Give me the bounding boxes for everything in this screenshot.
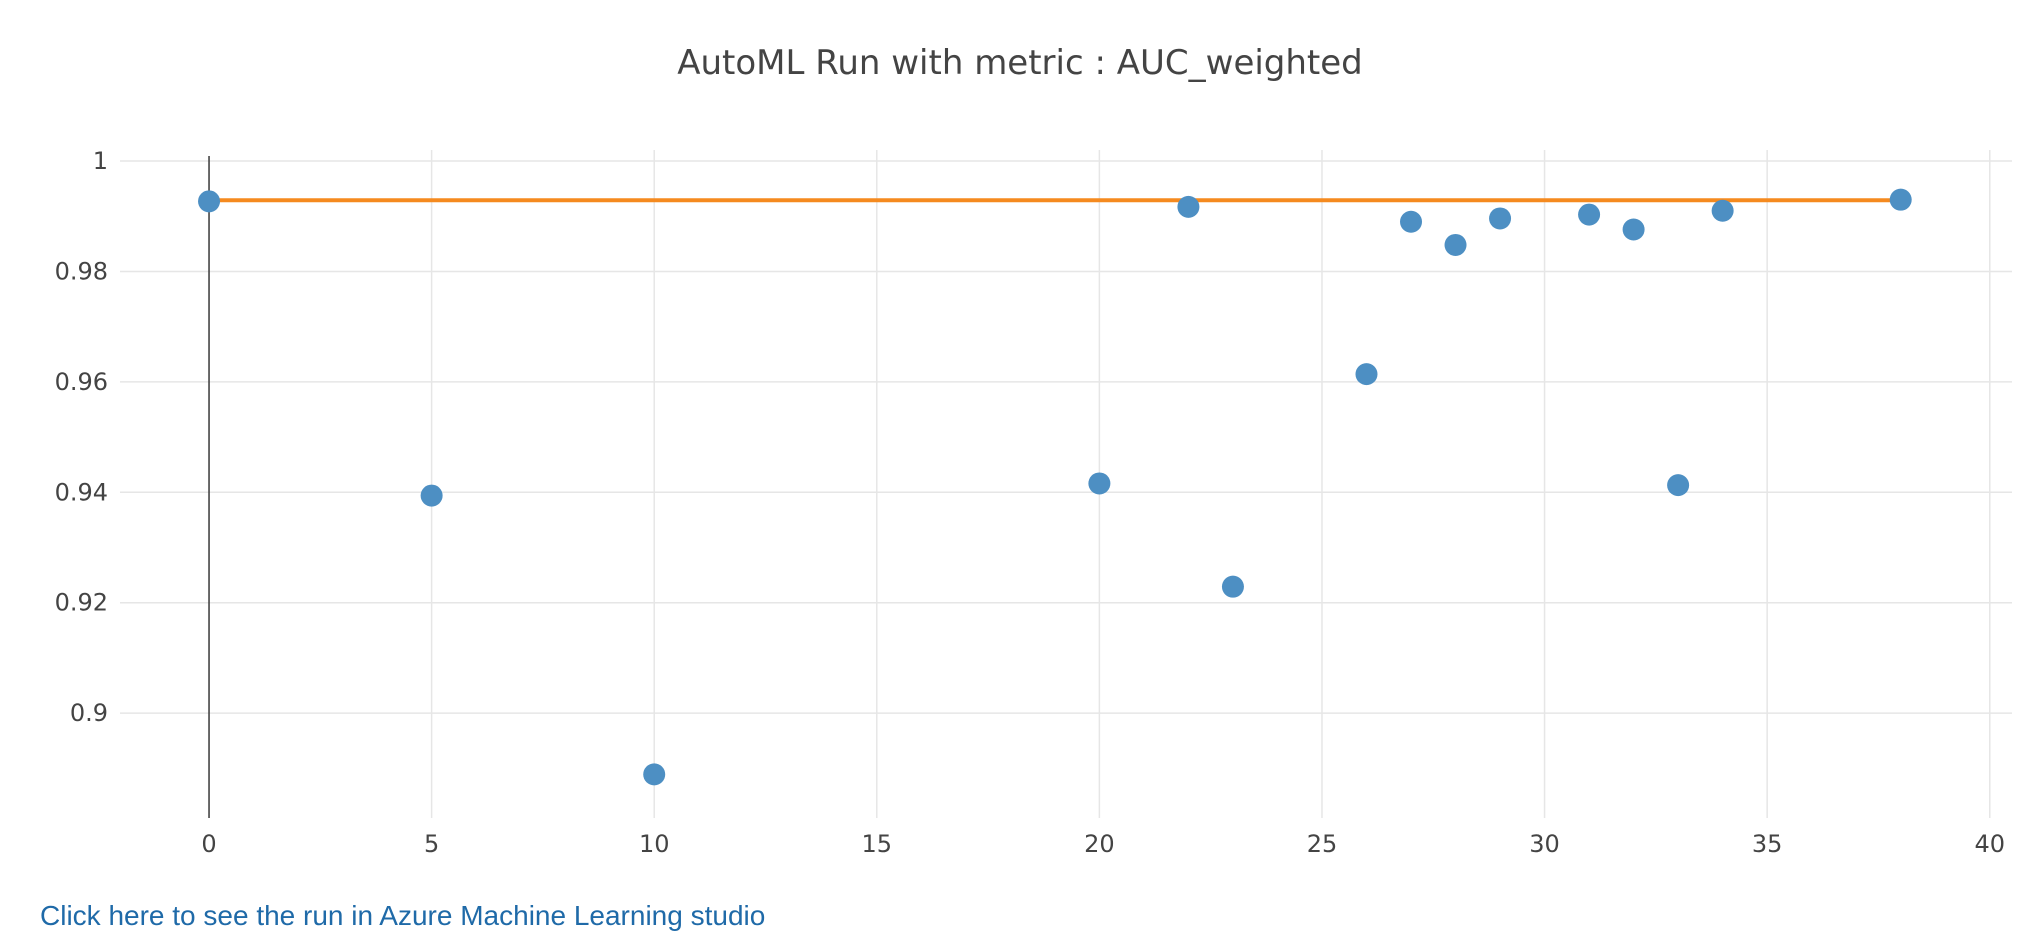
run-point[interactable] (1221, 575, 1244, 598)
run-point[interactable] (1622, 218, 1645, 241)
run-point[interactable] (1088, 472, 1111, 495)
x-tick-label: 20 (1084, 830, 1115, 858)
run-point[interactable] (198, 190, 221, 213)
azure-ml-studio-link[interactable]: Click here to see the run in Azure Machi… (40, 900, 766, 931)
run-point[interactable] (1444, 233, 1467, 256)
x-tick-label: 35 (1752, 830, 1783, 858)
y-tick-label: 0.94 (55, 478, 108, 506)
run-point[interactable] (1400, 210, 1423, 233)
point-layer (198, 188, 1912, 786)
x-tick-label: 0 (201, 830, 216, 858)
run-point[interactable] (1177, 195, 1200, 218)
y-tick-label: 0.98 (55, 257, 108, 285)
y-tick-label: 0.96 (55, 368, 108, 396)
run-point[interactable] (643, 763, 666, 786)
run-point[interactable] (1711, 199, 1734, 222)
run-point[interactable] (1578, 203, 1601, 226)
grid-layer (120, 150, 2012, 818)
x-tick-label: 10 (639, 830, 670, 858)
x-tick-label: 25 (1307, 830, 1338, 858)
chart-title: AutoML Run with metric : AUC_weighted (677, 43, 1363, 83)
x-tick-label: 40 (1974, 830, 2005, 858)
run-point[interactable] (1489, 207, 1512, 230)
axis-layer: 0 5 10 15 20 25 30 35 40 0.9 0.92 0.94 0.96 0.98 1 (55, 147, 2005, 858)
run-point[interactable] (420, 484, 443, 507)
run-point[interactable] (1667, 474, 1690, 497)
x-tick-label: 15 (862, 830, 893, 858)
y-tick-label: 1 (93, 147, 108, 175)
y-tick-label: 0.9 (70, 699, 108, 727)
run-point[interactable] (1355, 363, 1378, 386)
y-tick-label: 0.92 (55, 589, 108, 617)
x-tick-label: 5 (424, 830, 439, 858)
x-tick-label: 30 (1529, 830, 1560, 858)
run-point[interactable] (1889, 188, 1912, 211)
